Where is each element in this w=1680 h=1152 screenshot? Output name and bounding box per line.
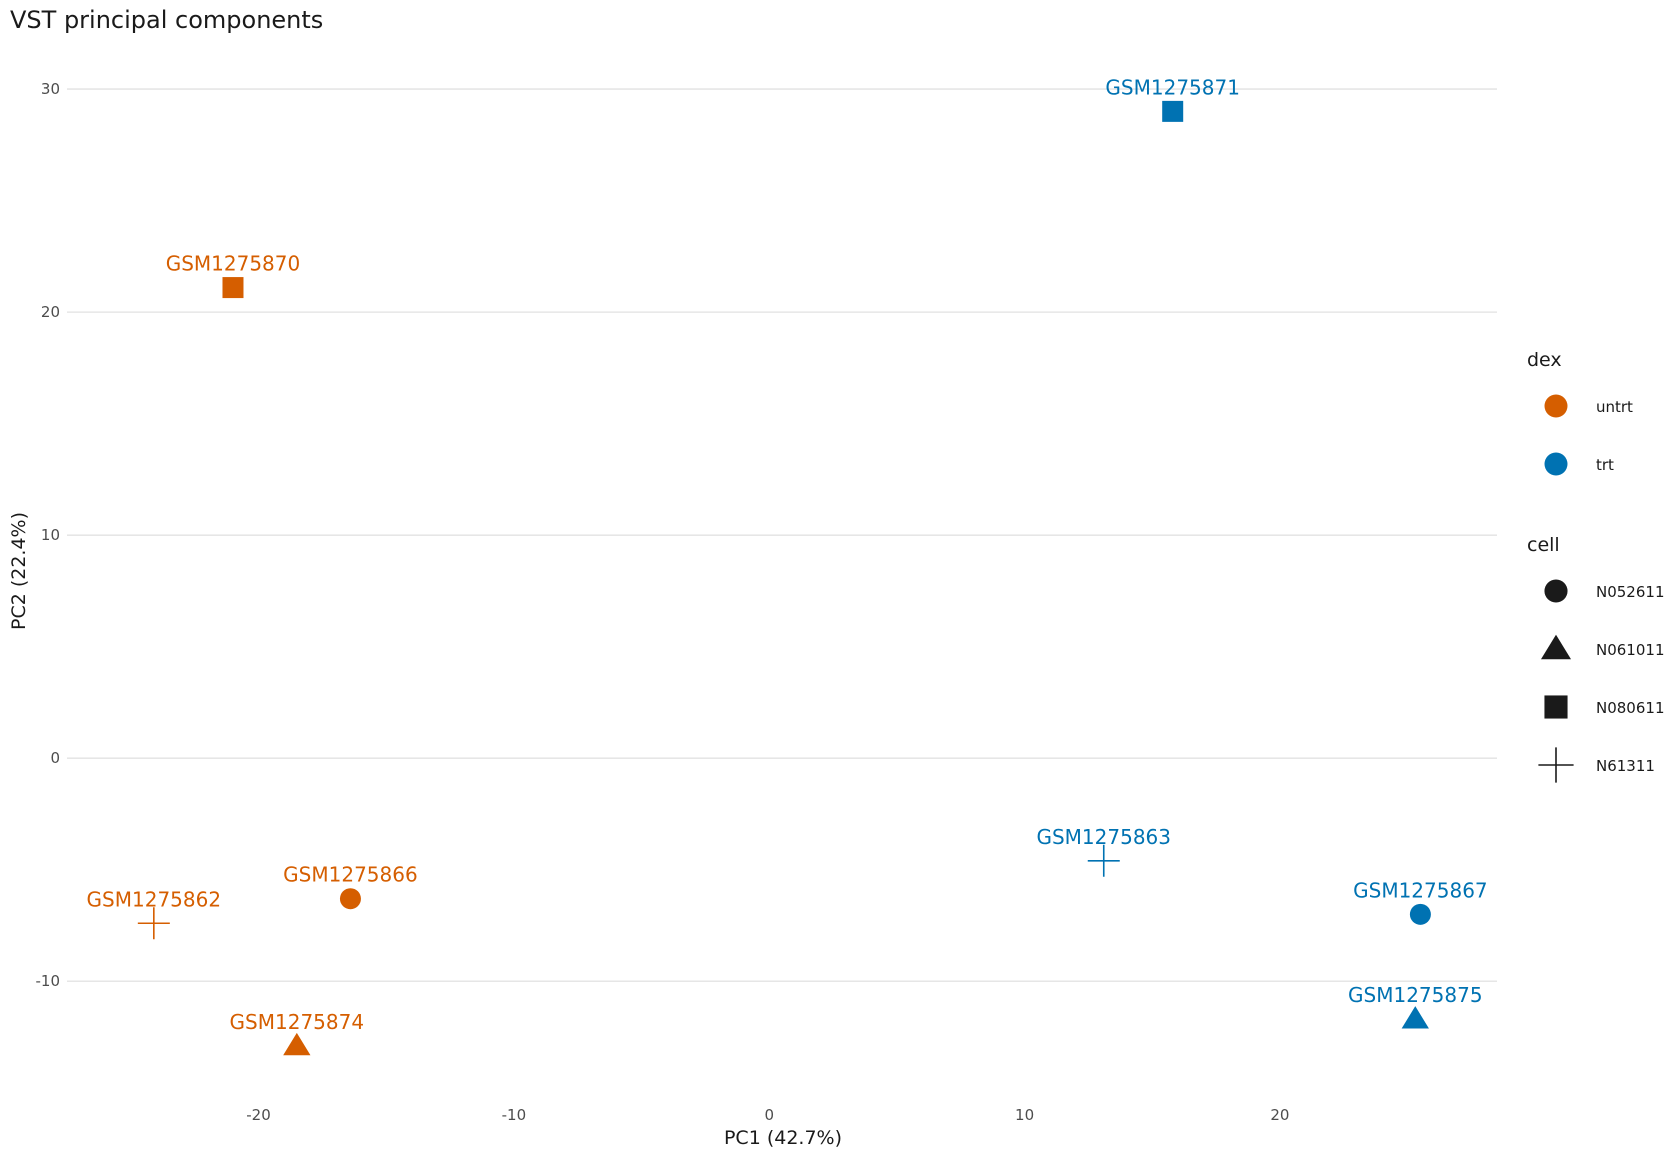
legend-label-n061011: N061011 [1596,641,1664,659]
legend-label-n052611: N052611 [1596,583,1664,601]
legend-key-untrt [1544,394,1568,418]
legend-label-n080611: N080611 [1596,699,1664,717]
legend-label-n61311: N61311 [1596,757,1655,775]
y-tick-label: 20 [41,303,60,321]
y-tick-label: -10 [36,972,61,990]
x-tick-label: -10 [502,1106,527,1124]
x-tick-label: 10 [1015,1106,1034,1124]
legend-title-cell: cell [1527,534,1560,556]
data-point [222,277,244,299]
y-axis-title: PC2 (22.4%) [8,512,30,630]
point-label: GSM1275870 [166,252,301,276]
legend-label-untrt: untrt [1596,398,1633,416]
chart-title: VST principal components [10,6,323,34]
y-tick-label: 10 [41,526,60,544]
x-tick-label: 20 [1270,1106,1289,1124]
legend-key-n052611 [1544,579,1568,603]
data-point [339,888,361,910]
y-tick-label: 0 [50,749,60,767]
legend-key-n080611 [1544,695,1568,719]
point-label: GSM1275874 [230,1010,365,1034]
legend-key-n61311 [1538,747,1574,783]
point-label: GSM1275866 [283,863,418,887]
x-axis-ticks: -20 -10 0 10 20 [246,1106,1289,1124]
data-point [1401,1006,1429,1029]
gridlines [67,88,1497,983]
legend: dex cell untrt trt N052611 N061011 N080611 N6… [1527,349,1664,783]
legend-key-trt [1544,452,1568,476]
data-point [1087,844,1120,877]
point-label: GSM1275875 [1348,983,1483,1007]
legend-title-dex: dex [1527,349,1562,371]
y-axis-ticks: -10 0 10 20 30 [36,80,61,990]
point-label: GSM1275862 [87,887,222,911]
x-tick-label: 0 [764,1106,774,1124]
data-point [1409,903,1431,925]
x-axis-title: PC1 (42.7%) [724,1127,842,1149]
data-points: GSM1275870 GSM1275871 GSM1275866 GSM1275862… [87,75,1488,1056]
legend-label-trt: trt [1596,456,1614,474]
point-label: GSM1275867 [1353,878,1488,902]
legend-key-n061011 [1540,634,1572,660]
point-label: GSM1275871 [1105,75,1240,99]
y-tick-label: 30 [41,80,60,98]
data-point [283,1032,311,1056]
x-tick-label: -20 [246,1106,271,1124]
data-point [1162,100,1184,122]
data-point [137,907,170,940]
point-label: GSM1275863 [1036,825,1171,849]
